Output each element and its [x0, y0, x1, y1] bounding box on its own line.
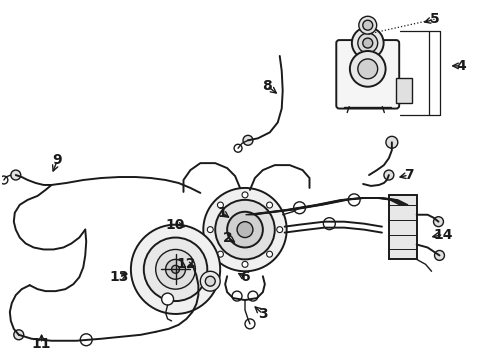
Circle shape	[203, 188, 287, 271]
Circle shape	[277, 227, 283, 233]
Circle shape	[237, 222, 253, 238]
Circle shape	[131, 225, 220, 314]
Bar	[389, 195, 416, 260]
FancyBboxPatch shape	[336, 40, 399, 109]
Circle shape	[207, 227, 213, 233]
Text: 8: 8	[262, 79, 272, 93]
Circle shape	[243, 135, 253, 145]
Circle shape	[358, 33, 378, 53]
Text: 9: 9	[52, 153, 62, 167]
Circle shape	[227, 212, 263, 247]
Circle shape	[245, 319, 255, 329]
Bar	[396, 78, 412, 103]
Circle shape	[218, 251, 223, 257]
Circle shape	[434, 217, 443, 227]
Text: 11: 11	[32, 337, 51, 351]
Circle shape	[352, 27, 384, 59]
Circle shape	[384, 170, 394, 180]
Circle shape	[156, 249, 196, 289]
Circle shape	[350, 51, 386, 87]
Circle shape	[267, 202, 272, 208]
Circle shape	[386, 136, 398, 148]
Text: 4: 4	[457, 59, 466, 73]
Circle shape	[359, 16, 377, 34]
Text: 1: 1	[217, 206, 227, 220]
Text: 10: 10	[166, 218, 185, 231]
Circle shape	[358, 59, 378, 79]
Circle shape	[294, 202, 306, 214]
Circle shape	[363, 38, 373, 48]
Circle shape	[162, 293, 173, 305]
Text: 3: 3	[258, 307, 268, 321]
Circle shape	[267, 251, 272, 257]
Circle shape	[435, 251, 444, 260]
Circle shape	[205, 276, 215, 286]
Text: 5: 5	[430, 12, 440, 26]
Circle shape	[14, 330, 24, 340]
Circle shape	[242, 261, 248, 267]
Circle shape	[242, 192, 248, 198]
Circle shape	[215, 200, 275, 260]
Text: 14: 14	[434, 228, 453, 242]
Circle shape	[80, 334, 92, 346]
Text: 12: 12	[177, 257, 196, 271]
Circle shape	[248, 291, 258, 301]
Circle shape	[166, 260, 185, 279]
Text: 13: 13	[109, 270, 129, 284]
Circle shape	[144, 238, 207, 301]
Circle shape	[11, 170, 21, 180]
Circle shape	[172, 265, 179, 273]
Circle shape	[232, 291, 242, 301]
Circle shape	[348, 194, 360, 206]
Circle shape	[363, 20, 373, 30]
Text: 7: 7	[404, 168, 414, 182]
Circle shape	[218, 202, 223, 208]
Text: 6: 6	[240, 270, 250, 284]
Text: 2: 2	[223, 230, 233, 244]
Circle shape	[200, 271, 220, 291]
Circle shape	[323, 218, 335, 230]
